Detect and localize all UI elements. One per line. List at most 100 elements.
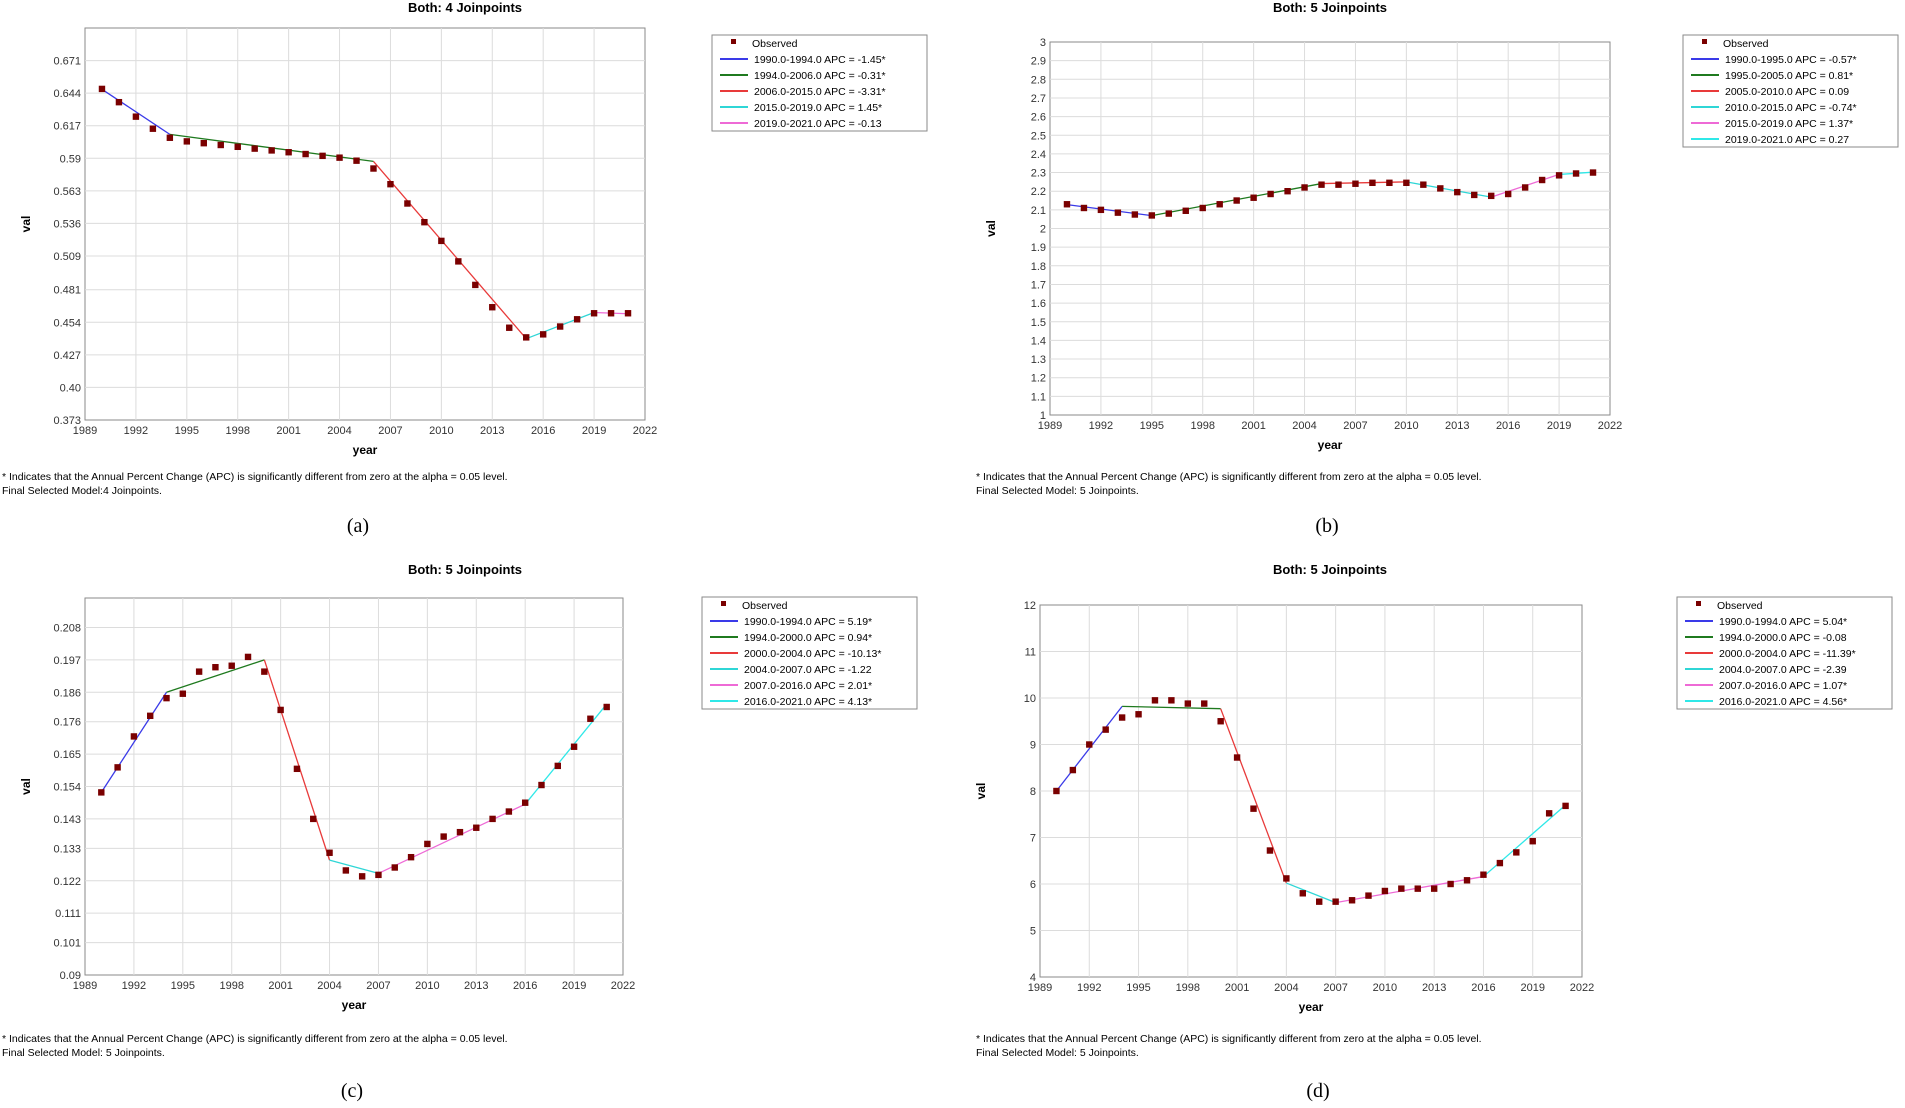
observed-point (455, 258, 462, 265)
segment-line (372, 160, 527, 340)
x-tick-label: 1992 (1089, 420, 1113, 432)
observed-point (1135, 711, 1142, 718)
observed-point (1398, 885, 1405, 892)
observed-point (251, 145, 258, 152)
observed-point (538, 781, 545, 789)
observed-point (268, 147, 275, 154)
observed-point (1496, 859, 1504, 867)
x-tick-label: 2010 (1394, 420, 1418, 432)
observed-point (310, 815, 317, 823)
observed-point (1283, 875, 1290, 882)
observed-point (1148, 212, 1156, 219)
x-tick-label: 1995 (175, 425, 199, 437)
x-tick-label: 2010 (415, 980, 439, 992)
legend-entry: 1995.0-2005.0 APC = 0.81* (1725, 70, 1853, 82)
y-tick-label: 0.536 (53, 218, 81, 230)
observed-point (234, 143, 241, 151)
observed-point (1250, 805, 1257, 812)
observed-point (1151, 697, 1159, 704)
observed-point (319, 152, 326, 160)
legend-entry: 1990.0-1995.0 APC = -0.57* (1725, 54, 1857, 66)
y-tick-label: 2.7 (1031, 93, 1046, 105)
y-tick-label: 2.9 (1031, 56, 1046, 68)
x-tick-label: 2004 (1274, 982, 1298, 994)
observed-point (1199, 204, 1206, 212)
x-tick-label: 2022 (633, 425, 657, 437)
observed-point (1471, 191, 1478, 199)
footnote-model: Final Selected Model: 5 Joinpoints. (976, 485, 1139, 497)
observed-point (590, 310, 598, 317)
y-tick-label: 0.143 (53, 814, 81, 826)
x-tick-label: 2010 (1373, 982, 1397, 994)
segment-line (1220, 708, 1287, 884)
chart-panel-a: Both: 4 Joinpoints 1989 1992 1995 1998 2001 20… (2, 0, 928, 537)
y-tick-label: 0.111 (55, 908, 81, 920)
footnote-significance: * Indicates that the Annual Percent Chan… (2, 471, 508, 483)
y-tick-label: 1 (1040, 410, 1046, 422)
observed-point (115, 98, 123, 106)
observed-point (1386, 179, 1393, 187)
observed-point (506, 324, 513, 331)
legend-entry: 1994.0-2000.0 APC = -0.08 (1719, 632, 1847, 644)
y-tick-label: 0.563 (53, 186, 81, 198)
observed-point (285, 149, 292, 156)
y-tick-label: 0.40 (60, 382, 81, 394)
legend-entry: 2006.0-2015.0 APC = -3.31* (754, 86, 886, 98)
legend-observed-label: Observed (752, 38, 798, 50)
x-tick-label: 1995 (1140, 420, 1164, 432)
legend: Observed 1990.0-1994.0 APC = 5.04* 1994.0-… (1676, 596, 1893, 710)
observed-point (166, 134, 174, 141)
observed-point (1562, 802, 1569, 810)
observed-point (217, 141, 224, 149)
y-tick-label: 0.373 (53, 415, 81, 427)
observed-point (228, 662, 235, 669)
legend-entry: 2007.0-2016.0 APC = 1.07* (1719, 680, 1847, 692)
y-tick-label: 2.8 (1031, 74, 1046, 86)
x-tick-label: 1995 (1126, 982, 1150, 994)
legend: Observed 1990.0-1994.0 APC = 5.19* 1994.0-… (701, 596, 918, 710)
observed-point (1332, 898, 1339, 905)
observed-point (1069, 766, 1077, 774)
x-tick-label: 2019 (582, 425, 606, 437)
legend-entry: 2019.0-2021.0 APC = -0.13 (754, 118, 882, 130)
legend: Observed 1990.0-1995.0 APC = -0.57* 1995.0… (1682, 34, 1899, 148)
chart-panel-c: Both: 5 Joinpoints 1989 1992 1995 1998 2001 20… (2, 562, 918, 1102)
observed-point (1454, 188, 1461, 196)
observed-point (1168, 697, 1175, 704)
y-tick-label: 1.2 (1031, 373, 1046, 385)
observed-point (353, 157, 360, 164)
segment-line (101, 88, 171, 135)
x-tick-label: 2016 (531, 425, 555, 437)
observed-point (200, 139, 207, 147)
segment-line (1335, 875, 1484, 904)
observed-point (424, 840, 431, 848)
y-tick-label: 1.7 (1031, 279, 1046, 291)
observed-point (1318, 181, 1325, 188)
observed-point (244, 653, 252, 661)
observed-point (326, 849, 333, 856)
observed-point (114, 764, 121, 771)
footnote-significance: * Indicates that the Annual Percent Chan… (2, 1033, 508, 1045)
chart-title: Both: 4 Joinpoints (408, 0, 522, 15)
x-axis-label: year (342, 998, 367, 1012)
observed-point (607, 310, 615, 317)
y-tick-label: 3 (1040, 37, 1046, 49)
observed-point (375, 871, 382, 879)
legend-entry: 2015.0-2019.0 APC = 1.37* (1725, 118, 1853, 130)
y-tick-label: 0.617 (53, 121, 81, 133)
observed-point (370, 165, 377, 172)
legend-entry: 2019.0-2021.0 APC = 0.27 (1725, 134, 1849, 146)
observed-point (473, 824, 480, 831)
observed-point (149, 125, 157, 132)
observed-point (1097, 206, 1105, 214)
x-tick-label: 2019 (1547, 420, 1571, 432)
x-tick-label: 2016 (1471, 982, 1495, 994)
chart-title: Both: 5 Joinpoints (1273, 562, 1387, 577)
legend-entry: 2016.0-2021.0 APC = 4.56* (1719, 696, 1847, 708)
observed-point (1266, 847, 1274, 854)
y-tick-label: 2.6 (1031, 112, 1046, 124)
y-tick-label: 0.09 (60, 970, 81, 982)
legend-entry: 1990.0-1994.0 APC = -1.45* (754, 54, 886, 66)
observed-point (1369, 179, 1376, 187)
observed-point (98, 85, 106, 93)
